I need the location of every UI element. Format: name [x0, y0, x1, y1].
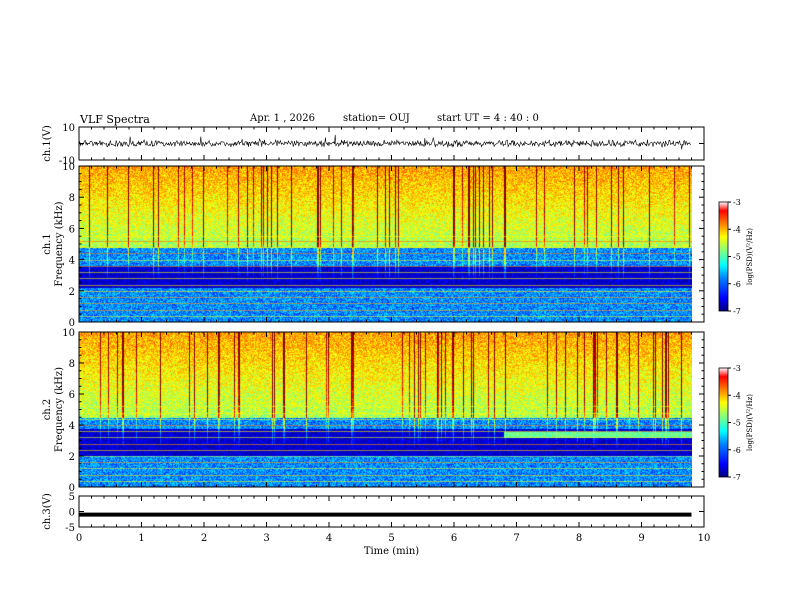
colorbar-label: log(PSD)(V²/Hz): [746, 228, 754, 285]
y-tick-label: 0: [69, 508, 75, 519]
y-tick-label: 4: [69, 421, 75, 432]
colorbar-tick-label: -6: [733, 280, 741, 289]
colorbar-tick-label: -7: [733, 307, 741, 316]
y-tick-label: 10: [62, 123, 75, 134]
y-tick-label: 8: [69, 359, 75, 370]
y-tick-label: -5: [65, 523, 75, 534]
colorbar-label: log(PSD)(V²/Hz): [746, 394, 754, 451]
ch1-waveform-trace: [78, 134, 692, 150]
y-tick-label: 2: [69, 452, 75, 463]
colorbar-tick-label: -5: [733, 253, 741, 262]
station-label: station= OUJ: [343, 113, 410, 124]
y-tick-label: -10: [59, 156, 75, 167]
x-tick-label: 9: [638, 533, 644, 544]
colorbar-tick-label: -5: [733, 419, 741, 428]
y-axis-label: ch.1(V): [42, 125, 53, 162]
y-tick-label: 8: [69, 193, 75, 204]
y-tick-label: 6: [69, 224, 75, 235]
colorbar: [718, 201, 729, 312]
x-tick-label: 5: [388, 533, 394, 544]
colorbar-tick-label: -3: [733, 364, 741, 373]
x-axis-label: Time (min): [364, 546, 419, 557]
x-tick-label: 8: [576, 533, 582, 544]
ch2-spectrogram-heatmap: [79, 332, 692, 487]
y-tick-label: 10: [62, 162, 75, 173]
ch1-spectrogram-image: [79, 166, 692, 322]
colorbar-tick-label: -4: [733, 391, 741, 400]
ch2-spectrogram-image: [79, 332, 692, 487]
y-axis-label: ch.2: [42, 399, 53, 421]
y-axis-label: Frequency (kHz): [54, 367, 65, 452]
colorbar-tick-label: -3: [733, 198, 741, 207]
y-axis-label: Frequency (kHz): [54, 201, 65, 286]
ch1-spectrogram-heatmap: [79, 166, 692, 322]
x-tick-label: 4: [326, 533, 332, 544]
colorbar-tick-label: -6: [733, 446, 741, 455]
y-tick-label: 10: [62, 328, 75, 339]
y-axis-label: ch.3(V): [42, 493, 53, 530]
y-tick-label: 6: [69, 390, 75, 401]
x-tick-label: 3: [263, 533, 269, 544]
x-tick-label: 10: [698, 533, 711, 544]
y-tick-label: 0: [69, 318, 75, 329]
x-tick-label: 6: [451, 533, 457, 544]
x-tick-label: 2: [201, 533, 207, 544]
colorbar: [718, 367, 729, 478]
y-axis-label: ch.1: [42, 233, 53, 255]
y-tick-label: 5: [69, 492, 75, 503]
y-tick-label: 4: [69, 256, 75, 267]
y-tick-label: 2: [69, 287, 75, 298]
x-tick-label: 7: [513, 533, 519, 544]
colorbar-tick-label: -7: [733, 473, 741, 482]
date-label: Apr. 1 , 2026: [250, 113, 316, 124]
colorbar-tick-label: -4: [733, 225, 741, 234]
start-time-label: start UT = 4 : 40 : 0: [437, 113, 539, 124]
chart-title: VLF Spectra: [80, 113, 150, 126]
x-tick-label: 0: [76, 533, 82, 544]
x-tick-label: 1: [138, 533, 144, 544]
y-tick-label: 0: [69, 483, 75, 494]
